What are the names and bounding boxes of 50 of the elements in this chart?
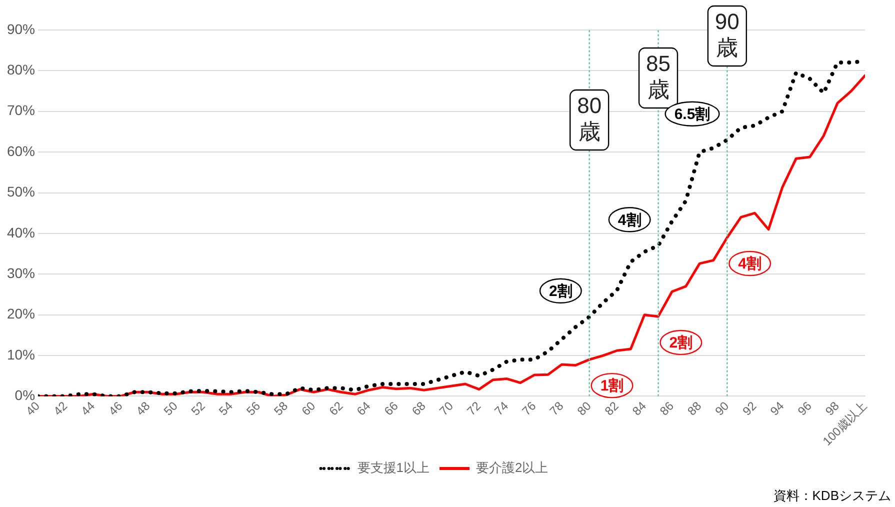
y-tick-label: 70% [6, 102, 36, 118]
x-tick-label: 96 [794, 398, 815, 418]
x-tick-label: 76 [519, 398, 539, 418]
y-tick-label: 90% [6, 20, 36, 37]
ref-line-label: 85 歳 [646, 51, 670, 102]
x-tick-label: 94 [767, 398, 787, 418]
x-tick-label: 82 [602, 398, 622, 418]
x-tick-label: 74 [492, 398, 512, 418]
x-tick-label: 66 [381, 398, 402, 418]
y-tick-label: 50% [6, 184, 36, 200]
y-tick-label: 40% [6, 224, 36, 240]
x-tick-label: 44 [78, 398, 98, 418]
x-tick-label: 42 [50, 398, 70, 418]
legend-label: 要支援1以上 [357, 460, 430, 476]
y-tick-label: 10% [6, 346, 36, 362]
legend-label: 要介護2以上 [476, 460, 548, 476]
y-tick-label: 20% [6, 306, 36, 322]
x-tick-label: 90 [712, 398, 732, 418]
x-tick-label: 72 [464, 398, 484, 418]
x-tick-label: 84 [630, 398, 650, 418]
text: 資料：KDBシステム [773, 488, 891, 504]
x-tick-label: 58 [271, 398, 291, 418]
y-tick-label: 60% [6, 142, 36, 159]
x-tick-label: 56 [244, 398, 264, 418]
annotation: 2割 [548, 283, 572, 300]
x-tick-label: 54 [216, 398, 236, 418]
annotation: 2割 [669, 334, 693, 352]
x-tick-label: 98 [822, 398, 842, 418]
x-tick-label: 70 [436, 398, 456, 418]
x-tick-label: 48 [133, 398, 153, 418]
x-tick-label: 52 [188, 398, 208, 418]
x-tick-label: 62 [326, 398, 346, 418]
x-tick-label: 50 [160, 398, 181, 418]
x-tick-label: 60 [298, 398, 318, 418]
annotation: 6.5割 [674, 106, 710, 123]
annotation: 4割 [618, 212, 642, 229]
x-tick-label: 88 [684, 398, 704, 418]
x-tick-label: 92 [740, 398, 760, 418]
ref-line-label: 90 歳 [714, 9, 740, 60]
x-tick-label: 64 [354, 398, 374, 418]
x-tick-label: 80 [574, 398, 594, 418]
annotation: 4割 [738, 256, 762, 273]
y-tick-label: 80% [6, 62, 36, 78]
x-tick-label: 78 [546, 398, 566, 418]
x-tick-label: 68 [409, 398, 429, 418]
x-tick-label: 46 [106, 398, 126, 418]
y-tick-label: 30% [6, 264, 36, 281]
annotation: 1割 [600, 378, 624, 395]
x-tick-label: 86 [657, 398, 677, 418]
ref-line-label: 80 歳 [577, 93, 602, 144]
